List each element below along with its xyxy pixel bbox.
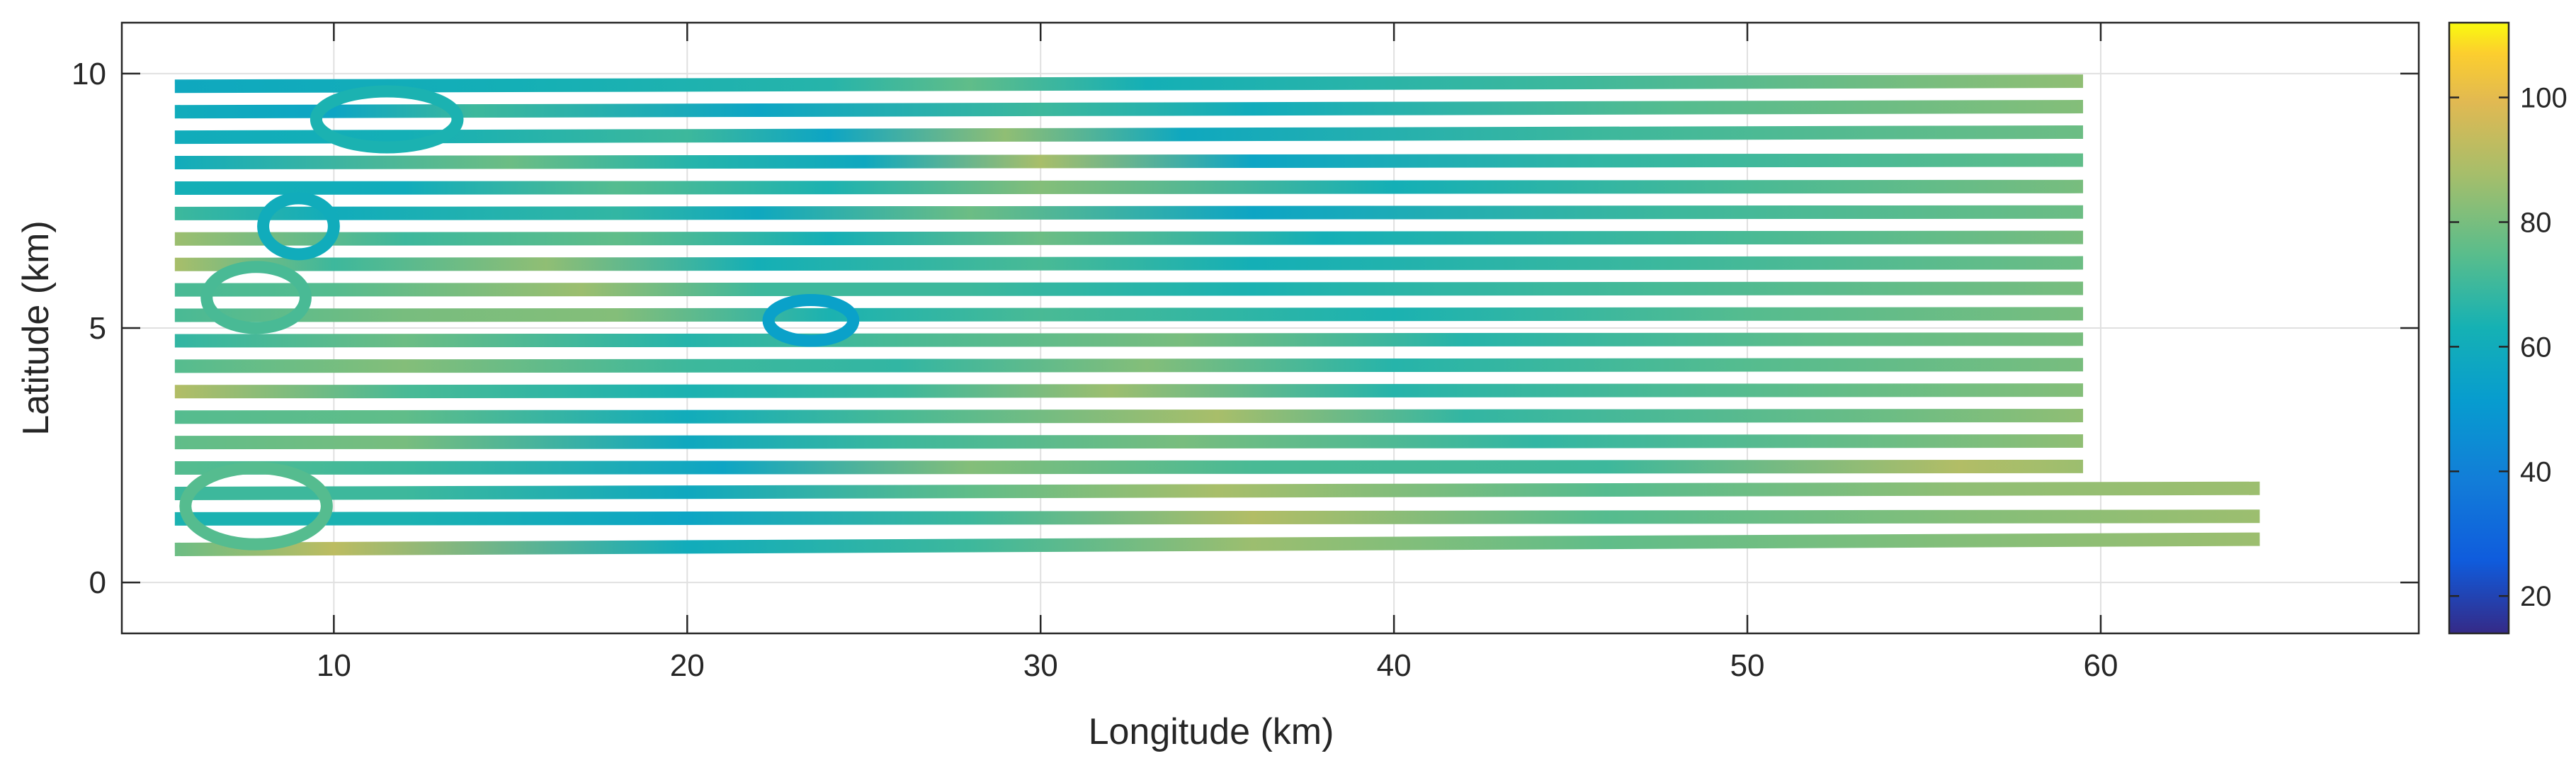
x-tick-label: 60 bbox=[2083, 648, 2118, 683]
colorbar-frame bbox=[2448, 21, 2510, 635]
track-line bbox=[174, 281, 2084, 297]
track-line bbox=[174, 179, 2084, 195]
x-tick-label: 50 bbox=[1730, 648, 1765, 683]
colorbar-tick-label: 20 bbox=[2520, 581, 2552, 612]
track-line bbox=[174, 307, 2084, 322]
track-line bbox=[174, 409, 2084, 424]
track-line bbox=[174, 459, 2084, 475]
track-line bbox=[174, 100, 2084, 119]
x-tick-label: 30 bbox=[1023, 648, 1058, 683]
turn-loop bbox=[257, 192, 340, 261]
y-tick-label: 10 bbox=[72, 57, 106, 91]
colorbar-tick-label: 40 bbox=[2520, 456, 2552, 487]
y-axis-ticks: 0 5 10 bbox=[72, 57, 2419, 600]
colorbar: 20 40 60 80 100 bbox=[2448, 21, 2568, 635]
x-tick-label: 40 bbox=[1377, 648, 1412, 683]
x-axis-label: Longitude (km) bbox=[1089, 711, 1334, 752]
track-line bbox=[174, 205, 2084, 220]
turn-loop bbox=[200, 261, 312, 334]
x-axis-ticks: 10 20 30 40 50 60 bbox=[317, 23, 2118, 683]
turn-loop bbox=[310, 85, 464, 154]
track-line bbox=[174, 74, 2084, 94]
track-line bbox=[174, 532, 2260, 556]
track-line bbox=[174, 481, 2260, 500]
colorbar-tick-label: 60 bbox=[2520, 332, 2552, 363]
track-line bbox=[174, 332, 2084, 348]
track-line bbox=[174, 434, 2084, 450]
track-line bbox=[174, 509, 2260, 526]
track-line bbox=[174, 358, 2084, 373]
x-tick-label: 10 bbox=[317, 648, 351, 683]
track-lines bbox=[174, 74, 2260, 556]
plot-area: 10 20 30 40 50 60 0 5 10 bbox=[72, 21, 2420, 683]
y-tick-label: 5 bbox=[89, 311, 106, 346]
turn-loop bbox=[762, 293, 860, 347]
grid bbox=[122, 23, 2419, 633]
turn-loop bbox=[179, 462, 333, 550]
y-tick-label: 0 bbox=[89, 565, 106, 600]
track-line bbox=[174, 230, 2084, 246]
colorbar-ticks: 20 40 60 80 100 bbox=[2449, 83, 2568, 612]
track-line bbox=[174, 153, 2084, 170]
turn-loops bbox=[179, 85, 860, 550]
colorbar-gradient bbox=[2449, 23, 2509, 633]
x-tick-label: 20 bbox=[670, 648, 705, 683]
track-line bbox=[174, 256, 2084, 271]
track-line bbox=[174, 383, 2084, 399]
y-axis-label: Latitude (km) bbox=[16, 220, 57, 435]
colorbar-tick-label: 80 bbox=[2520, 207, 2552, 238]
colorbar-tick-label: 100 bbox=[2520, 83, 2568, 114]
track-line bbox=[174, 125, 2084, 145]
